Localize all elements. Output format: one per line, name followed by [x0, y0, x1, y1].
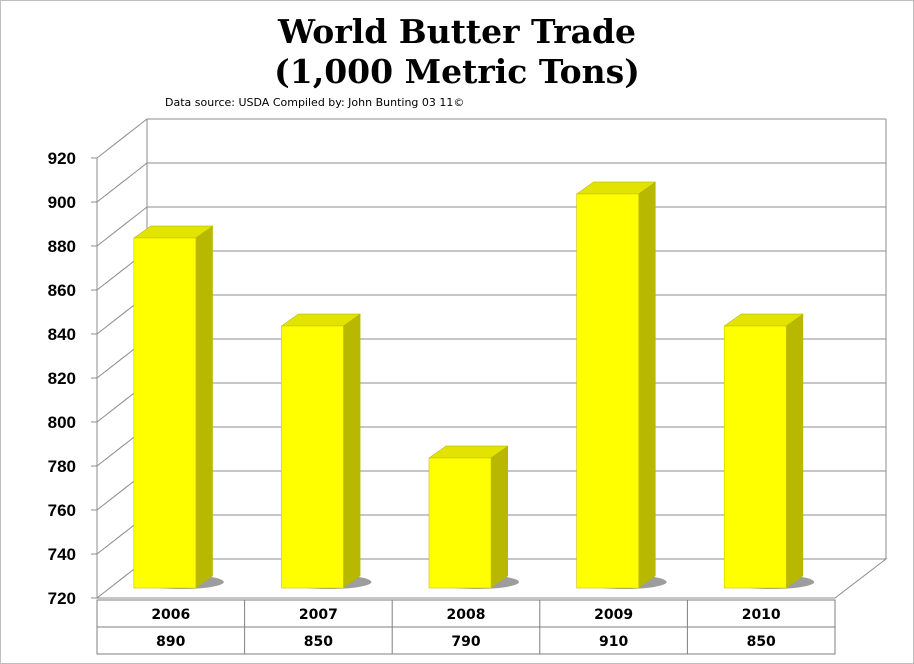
bar-side: [638, 182, 656, 588]
category-label: 2008: [447, 607, 486, 623]
chart-title-line-2: (1,000 Metric Tons): [274, 52, 640, 91]
value-label: 910: [599, 634, 628, 650]
chart-title: World Butter Trade (1,000 Metric Tons): [0, 12, 914, 92]
value-label: 850: [304, 634, 333, 650]
chart-title-line-1: World Butter Trade: [277, 12, 637, 51]
data-table: 2006 890 2007 850 2008 790 2009 910 2010 850: [96, 599, 836, 655]
bar-group: [133, 225, 224, 589]
y-tick-label: 740: [48, 545, 76, 564]
gridline-side: [96, 206, 148, 247]
bar-group: [723, 313, 815, 589]
bar-2010: [723, 325, 787, 589]
y-tick-label: 720: [48, 589, 76, 608]
y-tick-label: 860: [48, 281, 76, 300]
bar-side: [491, 446, 508, 588]
y-tick-label: 800: [48, 413, 76, 432]
value-label: 850: [747, 634, 776, 650]
bar-2006: [133, 237, 197, 589]
category-label: 2006: [151, 607, 190, 623]
y-tick-label: 760: [48, 501, 76, 520]
bar-2008: [428, 457, 492, 589]
gridline-side: [96, 118, 148, 159]
y-tick-label: 900: [48, 193, 76, 212]
bar-side: [343, 314, 361, 588]
bar-side: [786, 314, 804, 588]
bar-group: [280, 313, 372, 589]
bars: [133, 181, 815, 589]
data-source-note: Data source: USDA Compiled by: John Bunt…: [165, 96, 465, 109]
y-tick-label: 920: [48, 149, 76, 168]
gridline-side: [96, 162, 148, 203]
bar-2007: [281, 325, 344, 589]
bar-side: [195, 226, 213, 588]
category-label: 2007: [299, 607, 338, 623]
y-axis-ticks: 720 740 760 780 800 820 840 860 880 900 920: [48, 149, 97, 608]
category-label: 2009: [594, 607, 633, 623]
bar-2009: [576, 193, 639, 589]
value-label: 790: [451, 634, 480, 650]
category-label: 2010: [742, 607, 781, 623]
bar-group: [575, 181, 667, 589]
value-label: 890: [156, 634, 185, 650]
bar-group: [428, 445, 519, 589]
y-tick-label: 820: [48, 369, 76, 388]
y-tick-label: 880: [48, 237, 76, 256]
y-tick-label: 780: [48, 457, 76, 476]
y-tick-label: 840: [48, 325, 76, 344]
